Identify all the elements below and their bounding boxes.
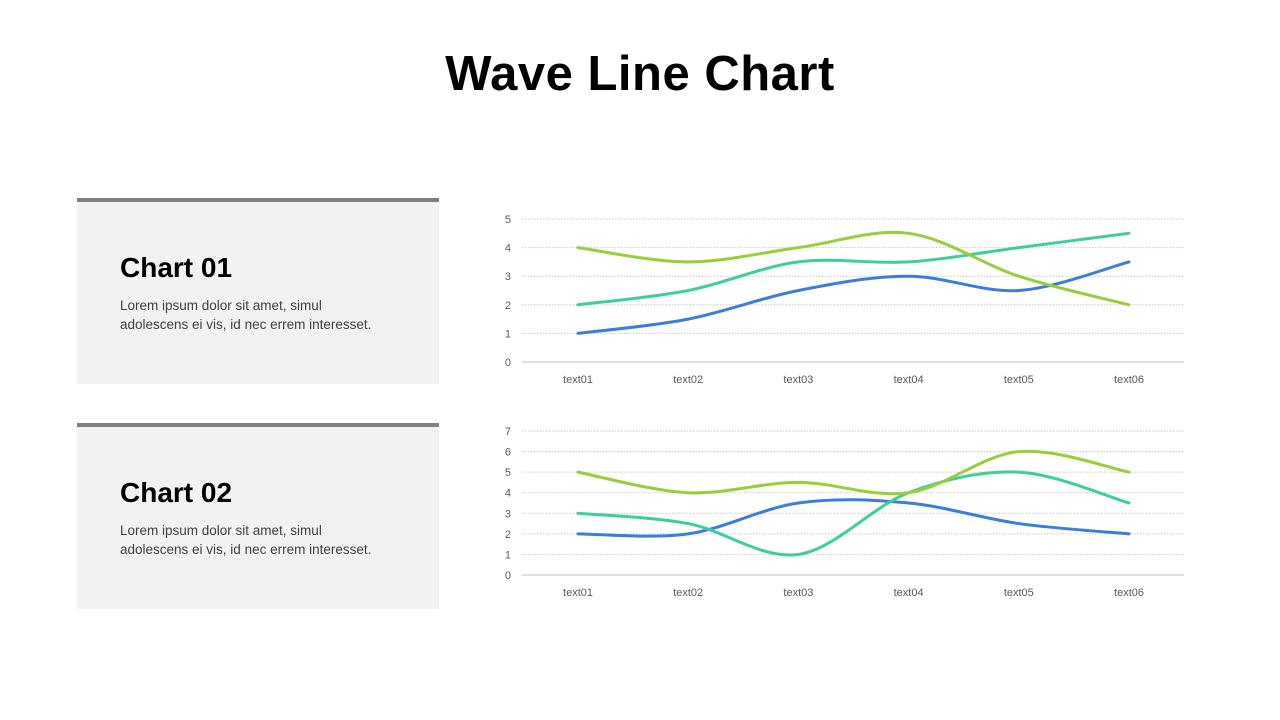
y-tick-label: 0 <box>505 357 511 369</box>
y-tick-label: 4 <box>505 243 511 255</box>
y-tick-label: 1 <box>505 328 511 340</box>
chart-02-card: Chart 02 Lorem ipsum dolor sit amet, sim… <box>77 423 439 609</box>
x-tick-label: text05 <box>1004 374 1034 386</box>
card-heading: Chart 01 <box>120 252 233 283</box>
card-heading: Chart 02 <box>120 477 233 508</box>
series-line <box>576 230 1131 307</box>
x-tick-label: text04 <box>894 374 924 386</box>
x-tick-label: text01 <box>563 374 593 386</box>
card-description: Lorem ipsum dolor sit amet, simul adolesc… <box>120 298 372 332</box>
page-title: Wave Line Chart <box>445 47 835 101</box>
series-line <box>576 260 1131 335</box>
x-tick-label: text06 <box>1114 374 1144 386</box>
y-tick-label: 3 <box>505 271 511 283</box>
series-line <box>576 231 1131 307</box>
y-tick-label: 5 <box>505 214 511 226</box>
x-tick-label: text03 <box>783 374 813 386</box>
y-tick-label: 2 <box>505 300 511 312</box>
chart-01-card: Chart 01 Lorem ipsum dolor sit amet, sim… <box>77 198 439 384</box>
card-description: Lorem ipsum dolor sit amet, simul adolesc… <box>120 523 372 557</box>
x-tick-label: text02 <box>673 374 703 386</box>
